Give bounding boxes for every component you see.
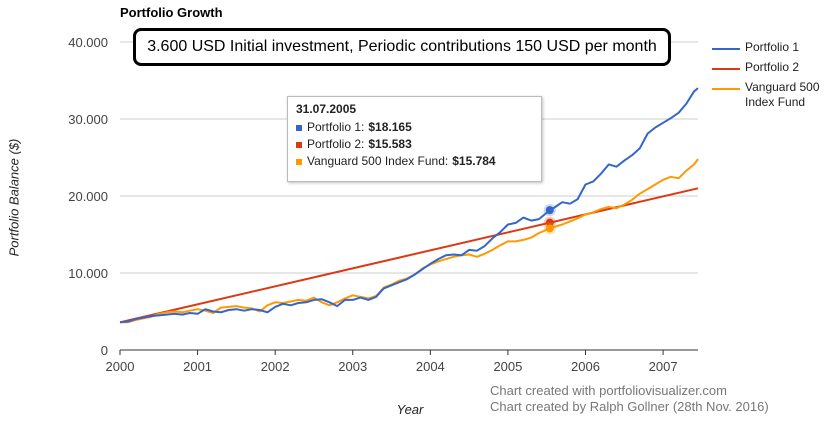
- highlight-point: [545, 218, 554, 227]
- tooltip-swatch: [296, 158, 302, 165]
- summary-banner: 3.600 USD Initial investment, Periodic c…: [133, 28, 671, 66]
- tooltip-swatch: [296, 141, 302, 148]
- legend-label: Portfolio 1: [745, 40, 800, 54]
- legend-item-portfolio-2[interactable]: Portfolio 2: [712, 60, 822, 75]
- legend-item-portfolio-1[interactable]: Portfolio 1: [712, 40, 822, 55]
- x-tick-label: 2002: [261, 359, 290, 374]
- x-axis-ticks: 2000 2001 2002 2003 2004 2005 2006 2007: [106, 350, 678, 374]
- y-tick-label: 30.000: [68, 112, 108, 127]
- x-axis-label: Year: [396, 402, 424, 417]
- x-tick-label: 2006: [571, 359, 600, 374]
- tooltip-row-portfolio-1: Portfolio 1: $18.165: [296, 119, 533, 136]
- credit-line: Chart created by Ralph Gollner (28th Nov…: [490, 399, 769, 414]
- legend-item-vanguard[interactable]: Vanguard 500 Index Fund: [712, 80, 822, 110]
- legend-swatch: [712, 88, 740, 90]
- chart-title: Portfolio Growth: [120, 5, 223, 20]
- tooltip-value: $15.583: [368, 137, 412, 151]
- x-tick-label: 2004: [416, 359, 445, 374]
- tooltip-row-vanguard: Vanguard 500 Index Fund: $15.784: [296, 153, 533, 170]
- highlight-point: [545, 206, 554, 215]
- data-tooltip: 31.07.2005 Portfolio 1: $18.165 Portfoli…: [287, 96, 542, 182]
- legend-label: Portfolio 2: [745, 60, 800, 74]
- grid: [120, 41, 698, 351]
- credit-line: Chart created with portfoliovisualizer.c…: [490, 383, 727, 398]
- x-tick-label: 2000: [106, 359, 135, 374]
- tooltip-label: Vanguard 500 Index Fund:: [307, 154, 449, 168]
- series-line-vanguard-500-index-fund: [120, 158, 699, 324]
- x-tick-label: 2007: [649, 359, 678, 374]
- x-tick-label: 2001: [183, 359, 212, 374]
- series-lines: [119, 87, 699, 324]
- y-tick-label: 10.000: [68, 266, 108, 281]
- series-line-portfolio-2: [119, 187, 699, 324]
- tooltip-swatch: [296, 124, 302, 131]
- y-axis-ticks: 0 10.000 20.000 30.000 40.000: [68, 35, 108, 358]
- tooltip-label: Portfolio 2:: [307, 137, 365, 151]
- legend-swatch: [712, 48, 740, 50]
- x-tick-label: 2005: [493, 359, 522, 374]
- y-tick-label: 40.000: [68, 35, 108, 50]
- series-line-portfolio-1: [119, 87, 699, 324]
- tooltip-date: 31.07.2005: [296, 102, 357, 116]
- legend-swatch: [712, 68, 740, 70]
- y-axis-label: Portfolio Balance ($): [6, 138, 22, 257]
- y-tick-label: 20.000: [68, 189, 108, 204]
- y-tick-label: 0: [101, 343, 108, 358]
- tooltip-value: $18.165: [368, 120, 412, 134]
- tooltip-row-portfolio-2: Portfolio 2: $15.583: [296, 136, 533, 153]
- credits: Chart created with portfoliovisualizer.c…: [490, 383, 769, 415]
- tooltip-label: Portfolio 1:: [307, 120, 365, 134]
- legend: Portfolio 1 Portfolio 2 Vanguard 500 Ind…: [712, 40, 822, 115]
- x-tick-label: 2003: [338, 359, 367, 374]
- legend-label: Vanguard 500 Index Fund: [745, 80, 820, 109]
- tooltip-value: $15.784: [452, 154, 496, 168]
- highlight-point: [545, 224, 554, 233]
- highlight-markers: [543, 204, 556, 235]
